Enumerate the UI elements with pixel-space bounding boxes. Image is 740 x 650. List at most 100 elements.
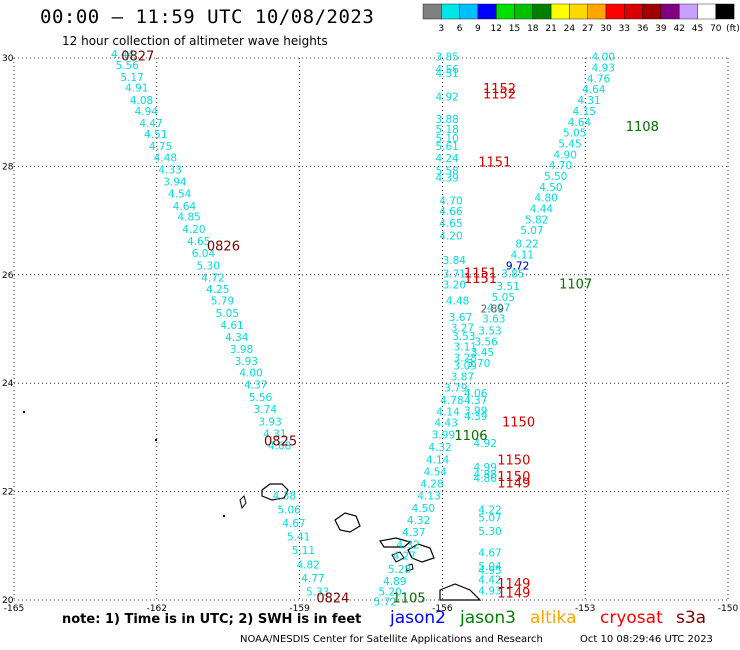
wave-height-value: 5.20 [378,587,401,599]
wave-height-value: 4.92 [474,438,497,450]
colorbar-swatch [496,3,515,20]
colorbar-label: 24 [564,24,576,34]
hawaiian-islands [22,410,482,601]
wave-height-value: 4.43 [435,418,458,430]
wave-height-value: 4.37 [464,395,487,407]
wave-height-value: 3.93 [235,356,258,368]
colorbar-swatch [642,3,662,20]
wave-height-value: 4.51 [435,68,458,80]
island-oahu [334,512,361,533]
wave-height-value: 4.15 [573,106,596,118]
island-dot [22,410,26,414]
island-molokai [378,537,412,548]
pass-time-label: 1150 [497,470,530,485]
wave-height-value-highlight: 9.72 [506,260,529,272]
wave-height-value: 5.06 [277,504,301,516]
credit-line: NOAA/NESDIS Center for Satellite Applica… [240,634,543,645]
wave-height-value: 3.85 [501,269,524,281]
longitude-label: -165 [4,604,24,614]
wave-height-value: 4.07 [487,303,510,315]
wave-height-value: 4.44 [530,203,554,215]
wave-height-value: 4.33 [158,164,181,176]
wave-height-value: 4.78 [440,395,463,407]
wave-height-value: 4.38 [273,491,296,503]
longitude-label: -156 [432,604,453,614]
colorbar-swatch [679,3,698,20]
wave-height-value: 3.71 [443,269,466,281]
wave-height-value: 4.37 [402,527,425,539]
legend-altika: altika [530,608,577,628]
wave-height-value: 3.56 [474,336,498,348]
wave-height-value: 4.54 [168,188,192,200]
wave-height-value: 3.74 [254,404,278,416]
wave-height-value: 4.76 [587,73,611,85]
wave-height-value: 5.58 [435,166,458,178]
wave-height-value: 4.82 [296,560,319,572]
colorbar-label: 33 [619,24,630,34]
island-hawaii [439,583,482,601]
wave-height-value: 4.90 [554,149,577,161]
wave-height-value: 4.20 [439,231,462,243]
wave-height-value: 4.67 [282,518,305,530]
wave-height-value: 4.80 [534,193,557,205]
colorbar-swatch [422,3,442,20]
wave-height-value: 5.79 [211,296,234,308]
wave-height-value: 4.64 [173,201,197,213]
pass-time-label: 1108 [626,120,659,135]
wave-height-value: 3.98 [230,344,253,356]
pass-time-label: 1150 [497,454,530,469]
island-dot [154,438,158,442]
latitude-label: 28 [2,162,14,172]
pass-time-label: 1152 [483,82,516,97]
wave-height-value: 4.99 [474,462,497,474]
latitude-label: 20 [2,596,14,606]
wave-height-value: 5.17 [120,72,143,84]
colorbar-swatch [715,3,735,20]
track-1151: 3.854.564.51 4.92 3.885.185.105.614.245.58… [374,52,477,609]
wave-height-value: 4.61 [220,320,243,332]
wave-height-value: 4.93 [478,586,501,598]
lat-lon-grid: -165 -162 -159 -156 -153 -150 30 28 26 24 22 20 [2,54,738,614]
wave-height-value: 4.93 [592,63,615,75]
colorbar-swatch [477,3,497,20]
wave-height-value: 5.72 [374,596,397,608]
altimeter-tracks: 4.445.565.174.914.084.944.474.514.754.48… [111,49,615,608]
wave-height-value: 4.94 [135,106,159,118]
wave-height-value: 5.07 [478,512,501,524]
legend-cryosat: cryosat [600,608,663,628]
wave-height-value: 4.34 [225,332,249,344]
wave-height-value: 4.39 [464,411,487,423]
wave-height-value: 5.50 [544,171,567,183]
wave-height-value: 4.31 [263,428,286,440]
wave-height-value: 4.48 [154,153,177,165]
wave-height-value: 5.56 [116,60,140,72]
wave-height-value: 4.08 [130,95,153,107]
wave-height-value: 4.70 [439,195,462,207]
pass-time-label: 1105 [393,592,426,607]
colorbar-label: 12 [490,24,501,34]
wave-height-value: 4.32 [396,540,419,552]
pass-time-label: 0826 [207,239,240,254]
wave-height-value: 4.27 [393,550,416,562]
island-kahoolawe [405,563,414,572]
island-kauai [261,483,289,501]
island-dot [222,514,226,518]
wave-height-value: 8.22 [515,239,538,251]
wave-height-value: 4.70 [549,160,572,172]
wave-height-value: 3.53 [452,331,475,343]
wave-height-value-highlight: 2.89 [481,304,504,316]
pass-labels: 0827082608250824115211521151115111511108… [121,50,659,607]
track-0827: 4.445.565.174.914.084.944.474.514.754.48… [111,49,330,599]
wave-height-value: 4.54 [424,466,448,478]
wave-height-value: 3.94 [163,176,187,188]
wave-height-value: 4.50 [539,182,562,194]
wave-height-value: 4.28 [420,478,443,490]
pass-time-label: 1149 [497,586,530,601]
wave-height-value: 4.13 [417,491,440,503]
wave-height-value: 5.61 [435,141,458,153]
colorbar-label: 27 [582,24,593,34]
latitude-label: 24 [2,379,14,389]
wave-height-value: 5.05 [216,308,239,320]
wave-height-value: 5.82 [525,214,548,226]
wave-height-value: 4.66 [439,206,463,218]
